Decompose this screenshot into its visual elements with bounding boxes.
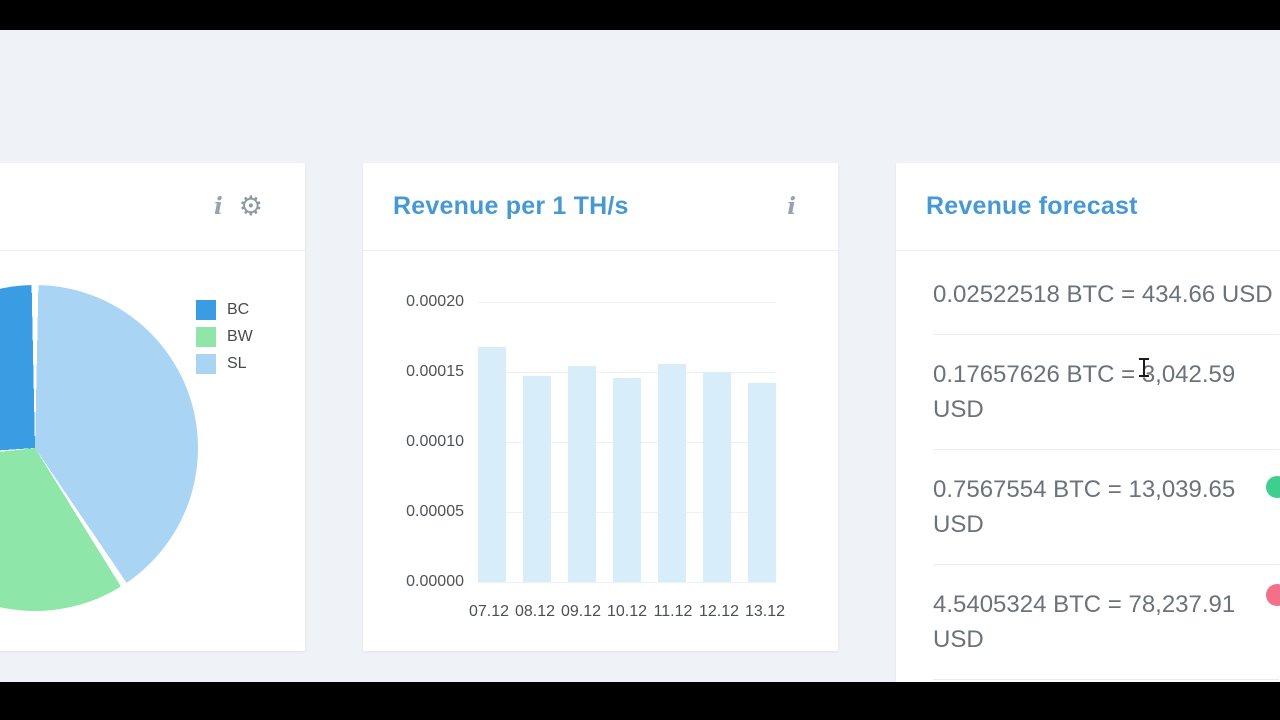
status-badge-green [1266, 476, 1280, 498]
legend-swatch [196, 299, 216, 320]
legend-item-BC[interactable]: BC [196, 296, 253, 323]
bar-chart-bars [478, 302, 776, 582]
bar-12.12 [703, 372, 731, 582]
letterbox-top [0, 0, 1280, 30]
dashboard: i ⚙ BC BW SL Revenue per 1 TH/s i 0.00020 0… [0, 30, 1280, 682]
x-axis-label: 09.12 [560, 603, 602, 620]
pie-card: i ⚙ BC BW SL [0, 163, 305, 651]
forecast-row: 0.17657626 BTC = 3,042.59 USD [933, 335, 1279, 450]
legend-swatch [196, 353, 216, 374]
letterbox-bottom [0, 682, 1280, 720]
card-title-revenue-forecast: Revenue forecast [926, 192, 1138, 220]
gridline [478, 302, 776, 303]
legend-label: BC [227, 300, 250, 318]
bar-13.12 [748, 383, 776, 582]
y-axis-tick: 0.00000 [406, 573, 464, 590]
pie-chart [0, 285, 198, 611]
y-axis-tick: 0.00005 [406, 503, 464, 520]
card-title-revenue-per-ths: Revenue per 1 TH/s [393, 192, 629, 220]
legend-item-BW[interactable]: BW [196, 323, 253, 350]
x-axis-label: 07.12 [468, 603, 510, 620]
forecast-row: 4.5405324 BTC = 78,237.91 USD [933, 565, 1279, 680]
pie-card-actions: i ⚙ [214, 193, 263, 220]
y-axis-tick: 0.00020 [406, 293, 464, 310]
gridline [478, 582, 776, 583]
forecast-row: 0.7567554 BTC = 13,039.65 USD [933, 450, 1279, 565]
forecast-list: 0.02522518 BTC = 434.66 USD 0.17657626 BT… [896, 251, 1280, 680]
forecast-card-header: Revenue forecast [896, 163, 1280, 251]
status-badge-pink [1266, 584, 1280, 606]
bar-chart-x-axis: 07.12 08.12 09.12 10.12 11.12 12.12 13.12 [466, 603, 788, 621]
revenue-forecast-card: Revenue forecast 0.02522518 BTC = 434.66… [896, 163, 1280, 682]
revenue-card-actions: i [787, 195, 796, 218]
x-axis-label: 08.12 [514, 603, 556, 620]
info-icon[interactable]: i [214, 193, 223, 220]
forecast-row: 0.02522518 BTC = 434.66 USD [933, 255, 1279, 335]
legend-swatch [196, 326, 216, 347]
gridline [478, 372, 776, 373]
legend-label: SL [227, 354, 247, 372]
x-axis-label: 10.12 [606, 603, 648, 620]
pie-card-header: i ⚙ [0, 163, 305, 251]
bar-chart-plot-area [478, 302, 776, 583]
y-axis-tick: 0.00015 [406, 363, 464, 380]
legend-label: BW [227, 327, 253, 345]
x-axis-label: 11.12 [653, 603, 693, 620]
x-axis-label: 12.12 [698, 603, 740, 620]
revenue-per-ths-card: Revenue per 1 TH/s i 0.00020 0.00015 0.000… [363, 163, 838, 651]
pie-legend: BC BW SL [196, 296, 253, 377]
bar-chart-y-axis: 0.00020 0.00015 0.00010 0.00005 0.00000 [363, 293, 464, 591]
bar-08.12 [523, 376, 551, 582]
gear-icon[interactable]: ⚙ [238, 191, 263, 221]
bar-11.12 [658, 363, 686, 582]
text-cursor-icon [1138, 358, 1150, 377]
x-axis-label: 13.12 [744, 603, 786, 620]
bar-10.12 [613, 377, 641, 582]
legend-item-SL[interactable]: SL [196, 350, 253, 377]
bar-07.12 [478, 346, 506, 582]
info-icon[interactable]: i [787, 193, 796, 220]
y-axis-tick: 0.00010 [406, 433, 464, 450]
bar-09.12 [568, 366, 596, 582]
revenue-card-header: Revenue per 1 TH/s i [363, 163, 838, 251]
